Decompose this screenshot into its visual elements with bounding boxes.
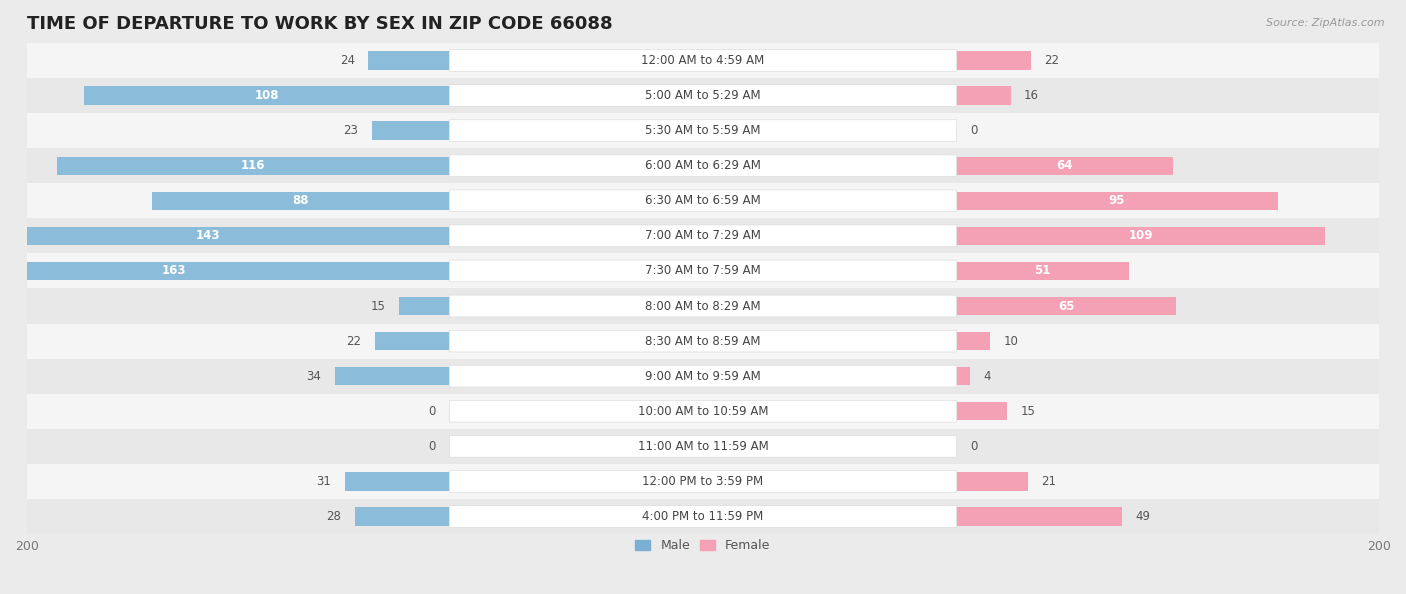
FancyBboxPatch shape [450,155,956,176]
Bar [0,148,1406,183]
Bar [0,499,1406,534]
Bar [375,332,450,350]
Text: 0: 0 [970,124,977,137]
Text: 5:00 AM to 5:29 AM: 5:00 AM to 5:29 AM [645,89,761,102]
FancyBboxPatch shape [450,365,956,387]
Bar [956,86,1011,105]
FancyBboxPatch shape [450,330,956,352]
Bar [0,262,450,280]
Text: Source: ZipAtlas.com: Source: ZipAtlas.com [1267,18,1385,28]
Text: 12:00 PM to 3:59 PM: 12:00 PM to 3:59 PM [643,475,763,488]
Bar [0,78,1406,113]
FancyBboxPatch shape [450,84,956,106]
Bar [0,227,450,245]
Bar [956,192,1278,210]
Bar [0,359,1406,394]
Bar [956,332,990,350]
Text: 0: 0 [970,440,977,453]
FancyBboxPatch shape [450,435,956,457]
Bar [152,192,450,210]
Text: 23: 23 [343,124,359,137]
Text: 108: 108 [254,89,280,102]
Bar [956,402,1007,421]
Text: 6:30 AM to 6:59 AM: 6:30 AM to 6:59 AM [645,194,761,207]
Text: 10: 10 [1004,334,1019,347]
Text: 15: 15 [1021,405,1036,418]
Text: 7:30 AM to 7:59 AM: 7:30 AM to 7:59 AM [645,264,761,277]
Bar [344,472,450,491]
Bar [956,507,1122,526]
Text: 22: 22 [347,334,361,347]
Bar [335,367,450,386]
Bar [399,297,450,315]
Text: 12:00 AM to 4:59 AM: 12:00 AM to 4:59 AM [641,54,765,67]
Text: 116: 116 [242,159,266,172]
Bar [956,51,1031,69]
Bar [0,113,1406,148]
Bar [0,429,1406,464]
Text: 163: 163 [162,264,186,277]
Bar [956,227,1324,245]
Text: 8:30 AM to 8:59 AM: 8:30 AM to 8:59 AM [645,334,761,347]
FancyBboxPatch shape [450,295,956,317]
Text: 109: 109 [1129,229,1153,242]
Bar [354,507,450,526]
Bar [956,262,1129,280]
Bar [0,183,1406,219]
Text: 49: 49 [1136,510,1150,523]
FancyBboxPatch shape [450,400,956,422]
FancyBboxPatch shape [450,470,956,492]
Text: 4: 4 [984,369,991,383]
Bar [0,464,1406,499]
Text: 22: 22 [1045,54,1059,67]
Text: 88: 88 [292,194,309,207]
Bar [0,394,1406,429]
Text: 24: 24 [340,54,354,67]
Text: TIME OF DEPARTURE TO WORK BY SEX IN ZIP CODE 66088: TIME OF DEPARTURE TO WORK BY SEX IN ZIP … [27,15,613,33]
Text: 9:00 AM to 9:59 AM: 9:00 AM to 9:59 AM [645,369,761,383]
FancyBboxPatch shape [450,505,956,527]
Text: 15: 15 [370,299,385,312]
FancyBboxPatch shape [450,225,956,247]
Bar [956,367,970,386]
Text: 34: 34 [307,369,321,383]
Bar [956,297,1177,315]
Bar [368,51,450,69]
Text: 10:00 AM to 10:59 AM: 10:00 AM to 10:59 AM [638,405,768,418]
Text: 7:00 AM to 7:29 AM: 7:00 AM to 7:29 AM [645,229,761,242]
FancyBboxPatch shape [450,49,956,71]
Text: 6:00 AM to 6:29 AM: 6:00 AM to 6:29 AM [645,159,761,172]
Bar [0,324,1406,359]
Bar [0,219,1406,254]
Text: 5:30 AM to 5:59 AM: 5:30 AM to 5:59 AM [645,124,761,137]
Text: 51: 51 [1035,264,1050,277]
Bar [58,157,450,175]
Bar [0,289,1406,324]
Text: 65: 65 [1059,299,1074,312]
Bar [0,254,1406,289]
Bar [371,122,450,140]
Text: 95: 95 [1109,194,1125,207]
Text: 4:00 PM to 11:59 PM: 4:00 PM to 11:59 PM [643,510,763,523]
Text: 0: 0 [429,405,436,418]
Text: 64: 64 [1056,159,1073,172]
Bar [0,43,1406,78]
Text: 28: 28 [326,510,342,523]
FancyBboxPatch shape [450,120,956,141]
Bar [956,472,1028,491]
Legend: Male, Female: Male, Female [630,534,776,557]
FancyBboxPatch shape [450,190,956,211]
Text: 143: 143 [195,229,219,242]
FancyBboxPatch shape [450,260,956,282]
Text: 0: 0 [429,440,436,453]
Text: 11:00 AM to 11:59 AM: 11:00 AM to 11:59 AM [638,440,768,453]
Bar [84,86,450,105]
Bar [956,157,1173,175]
Text: 31: 31 [316,475,332,488]
Text: 16: 16 [1024,89,1039,102]
Text: 21: 21 [1040,475,1056,488]
Text: 8:00 AM to 8:29 AM: 8:00 AM to 8:29 AM [645,299,761,312]
